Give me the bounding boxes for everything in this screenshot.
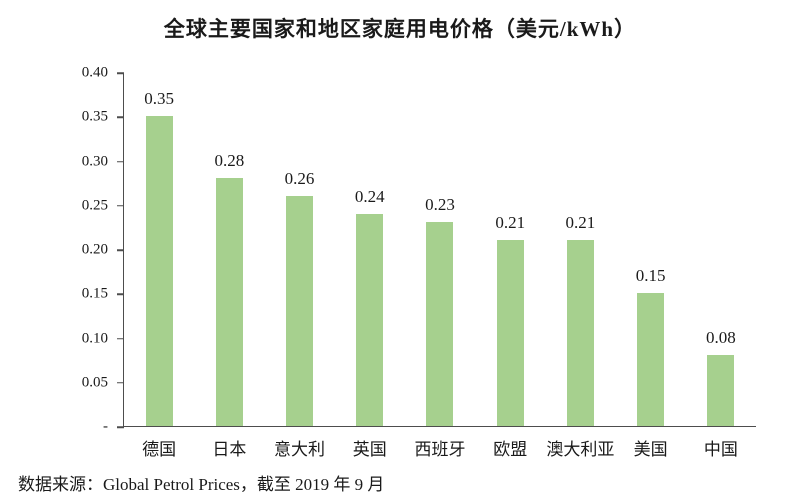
bar-data-label: 0.21 (565, 213, 596, 232)
y-tick-mark (117, 72, 124, 74)
y-tick-label: 0.20 (81, 241, 108, 258)
y-tick-mark (117, 116, 124, 118)
source-note: 数据来源：Global Petrol Prices，截至 2019 年 9 月 (18, 475, 385, 494)
y-tick-mark (117, 249, 124, 251)
x-category-label: 欧盟 (493, 440, 528, 459)
bar-美国 (637, 293, 665, 426)
x-category-label: 美国 (633, 440, 668, 459)
x-category-label: 日本 (212, 440, 247, 459)
bar-data-label: 0.15 (635, 266, 666, 285)
y-tick-label: - (103, 418, 108, 435)
bar-欧盟 (496, 240, 524, 426)
y-tick-mark (117, 160, 124, 163)
bar-slot: 0.15 (616, 73, 686, 426)
y-tick-mark (117, 293, 124, 295)
bar-德国 (145, 116, 173, 426)
bar-data-label: 0.21 (495, 213, 526, 232)
y-tick-label: 0.10 (81, 330, 108, 346)
x-category-label: 德国 (142, 440, 177, 459)
y-tick-mark (117, 382, 124, 384)
bar-西班牙 (426, 222, 454, 426)
bar-slot: 0.28 (194, 73, 264, 426)
bar-意大利 (286, 196, 314, 426)
x-category-label: 意大利 (274, 440, 326, 459)
bar-中国 (707, 355, 735, 426)
bar-slot: 0.35 (124, 73, 194, 426)
y-tick-label: 0.40 (81, 64, 108, 81)
plot-area: 0.40 0.35 0.30 0.25 0.20 0.15 0.10 0.05- 0.35 0.… (82, 65, 756, 459)
y-tick-mark (117, 205, 124, 207)
y-tick-label: 0.35 (81, 108, 108, 125)
x-axis-labels: 德国 日本 意大利 英国 西班牙 欧盟 澳大利亚 美国 中国 (124, 426, 756, 460)
bar-data-label: 0.08 (705, 328, 736, 347)
bar-data-label: 0.24 (354, 187, 385, 206)
bar-slot: 0.23 (405, 73, 475, 426)
bar-日本 (215, 178, 243, 426)
bar-data-label: 0.35 (144, 89, 174, 108)
y-tick-label: 0.25 (81, 197, 108, 214)
y-tick-mark (117, 426, 124, 428)
bar-英国 (356, 214, 384, 426)
bar-data-label: 0.23 (425, 195, 455, 214)
bar-data-label: 0.26 (284, 169, 315, 188)
x-category-label: 英国 (352, 440, 387, 459)
bar-slot: 0.21 (545, 73, 615, 426)
y-tick-label: 0.05 (81, 374, 108, 391)
chart-title: 全球主要国家和地区家庭用电价格（美元/kWh） (163, 17, 637, 41)
y-tick-label: 0.15 (81, 285, 108, 302)
bar-澳大利亚 (566, 240, 594, 426)
bar-slot: 0.24 (335, 73, 405, 426)
x-category-label: 澳大利亚 (546, 440, 615, 459)
bar-slot: 0.26 (264, 73, 334, 426)
bar-data-label: 0.28 (214, 151, 245, 170)
y-tick-mark (117, 337, 124, 340)
x-category-label: 中国 (703, 440, 738, 459)
y-tick-label: 0.30 (81, 153, 108, 169)
bar-series: 0.35 0.28 0.26 0.24 0.23 0.21 0.21 0.15 0.08 (124, 73, 756, 426)
x-category-label: 西班牙 (414, 440, 466, 459)
bar-slot: 0.08 (686, 73, 756, 426)
bar-slot: 0.21 (475, 73, 545, 426)
